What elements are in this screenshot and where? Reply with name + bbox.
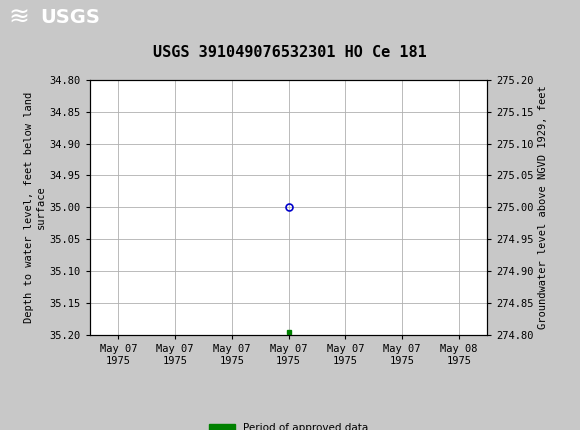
Text: USGS: USGS: [41, 8, 100, 27]
Text: USGS 391049076532301 HO Ce 181: USGS 391049076532301 HO Ce 181: [153, 45, 427, 60]
Text: ≋: ≋: [9, 6, 30, 30]
Y-axis label: Groundwater level above NGVD 1929, feet: Groundwater level above NGVD 1929, feet: [538, 86, 548, 329]
Legend: Period of approved data: Period of approved data: [205, 419, 372, 430]
Y-axis label: Depth to water level, feet below land
surface: Depth to water level, feet below land su…: [24, 92, 45, 323]
